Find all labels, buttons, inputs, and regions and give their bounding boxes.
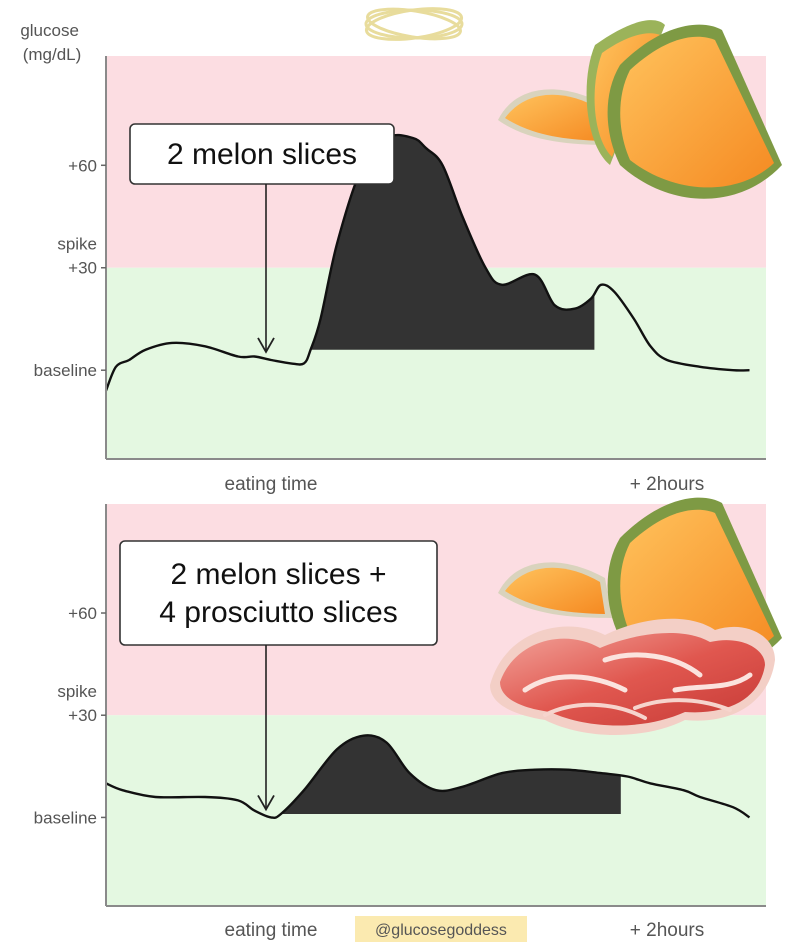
y-axis-title: glucose (mg/dL): [20, 21, 83, 64]
y-tick-label: spike +30: [57, 235, 97, 278]
callout-text: 4 prosciutto slices: [159, 596, 397, 629]
eating-arrow-head: [257, 794, 275, 812]
panel-melon: +60 spike +30 baseline eating time + 2hours 2…: [34, 20, 782, 495]
prosciutto-icon: [490, 618, 775, 735]
callout-text: 2 melon slices +: [171, 558, 387, 591]
y-tick-label: baseline: [34, 361, 97, 380]
credit-handle-text: @glucosegoddess: [375, 922, 507, 939]
y-tick-label-line: +30: [68, 259, 97, 278]
y-tick-label: +60: [68, 604, 97, 623]
y-axis-title-line1: glucose: [20, 21, 79, 40]
x-tick-label: eating time: [225, 474, 318, 495]
credit-handle: @glucosegoddess: [355, 916, 527, 942]
x-tick-label: eating time: [225, 920, 318, 941]
y-tick-label-line: +60: [68, 604, 97, 623]
credit-handle-bg: [355, 916, 527, 942]
y-tick-label-line: spike: [57, 682, 97, 701]
y-tick-label-line: baseline: [34, 361, 97, 380]
y-tick-label: +60: [68, 156, 97, 175]
y-tick-label-line: spike: [57, 235, 97, 254]
y-tick-label-line: +60: [68, 156, 97, 175]
glucose-curve: [105, 734, 751, 820]
callout-box: [129, 123, 395, 185]
y-tick-label: baseline: [34, 808, 97, 827]
y-tick-label-line: baseline: [34, 808, 97, 827]
halo-icon: [364, 7, 464, 41]
callout-text: 2 melon slices: [167, 138, 357, 171]
glucose-area: [310, 135, 595, 350]
y-tick-label: spike +30: [57, 682, 97, 725]
y-axis-title-line2: (mg/dL): [23, 45, 82, 64]
x-tick-label: + 2hours: [630, 920, 704, 941]
melon-slices-icon: [498, 20, 782, 199]
glucose-area: [280, 735, 621, 814]
panel-melon-prosciutto: +60 spike +30 baseline eating time + 2hours 2…: [34, 497, 782, 941]
callout-box: [119, 540, 438, 646]
y-tick-label-line: +30: [68, 706, 97, 725]
eating-arrow-head: [257, 337, 275, 354]
x-tick-label: + 2hours: [630, 474, 704, 495]
glucose-curve: [104, 133, 750, 392]
